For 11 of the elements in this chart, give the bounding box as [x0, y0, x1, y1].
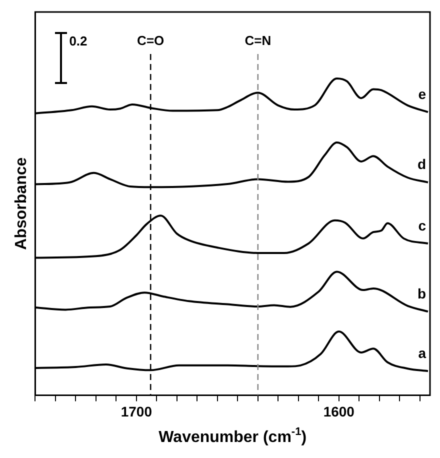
x-tick-label: 1600 [323, 403, 355, 420]
ref-line-label: C=N [244, 33, 272, 48]
series-label: a [418, 344, 426, 361]
ref-line-label: C=O [137, 33, 164, 48]
series-label: d [417, 156, 426, 172]
y-axis-title: Absorbance [13, 157, 30, 250]
series-label: b [417, 285, 426, 302]
series-label: c [418, 217, 426, 234]
text: 0.2 [69, 34, 88, 49]
x-tick-label: 1700 [120, 403, 152, 420]
series-label: e [418, 86, 426, 102]
